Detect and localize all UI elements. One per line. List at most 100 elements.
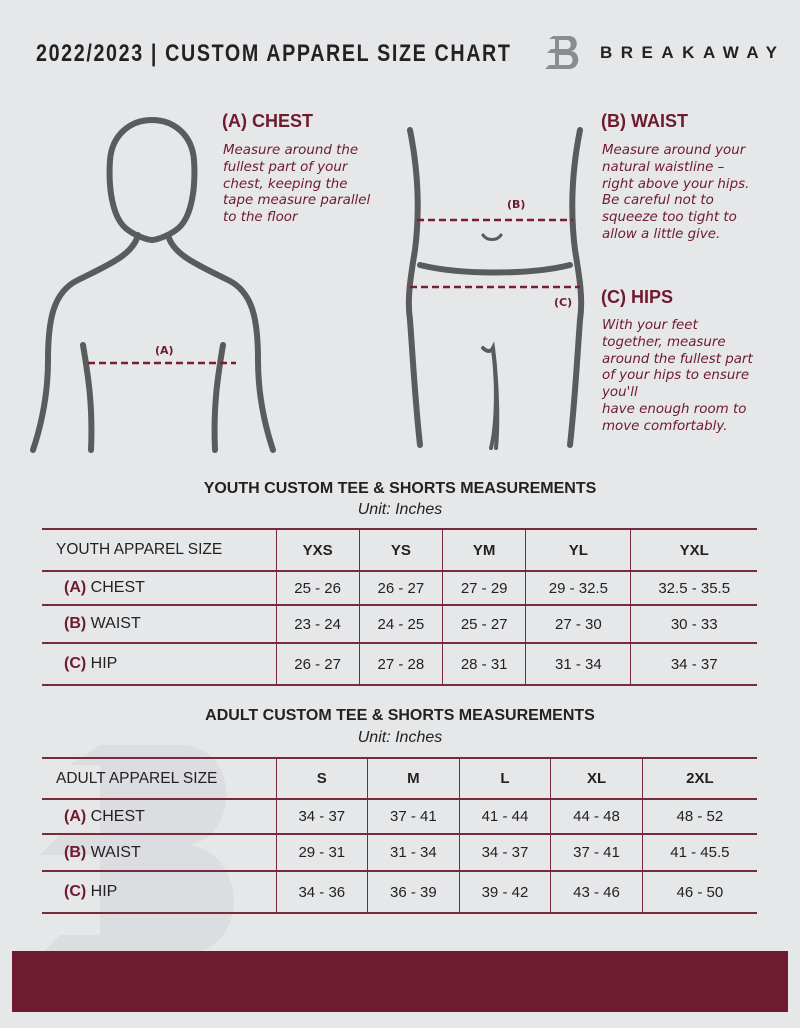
row-label: (C) HIP (42, 642, 276, 686)
table-header-row: ADULT APPAREL SIZE S M L XL 2XL (42, 757, 757, 800)
size-header: L (458, 757, 551, 800)
youth-section-title: YOUTH CUSTOM TEE & SHORTS MEASUREMENTS (203, 480, 597, 497)
cell: 34 - 37 (458, 833, 551, 872)
chest-description: Measure around the fullest part of your … (223, 143, 370, 227)
cell: 29 - 31 (275, 833, 368, 872)
cell: 44 - 48 (550, 798, 643, 835)
cell: 27 - 30 (525, 604, 631, 644)
cell: 41 - 44 (458, 798, 551, 835)
table-row: (C) HIP 34 - 36 36 - 39 39 - 42 43 - 46 46 -… (42, 870, 757, 914)
row-label: (A) CHEST (42, 798, 276, 835)
youth-unit: Unit: Inches (357, 501, 443, 518)
cell: 29 - 32.5 (525, 570, 631, 606)
cell: 39 - 42 (458, 870, 551, 914)
chest-line: fullest part of your (223, 159, 348, 175)
cell: 37 - 41 (367, 798, 460, 835)
cell: 43 - 46 (550, 870, 643, 914)
hips-line: together, measure (602, 334, 726, 350)
table-row: (C) HIP 26 - 27 27 - 28 28 - 31 31 - 34 34 -… (42, 642, 757, 686)
chest-line: to the floor (223, 210, 298, 226)
row-letter: (C) (64, 883, 87, 900)
waist-line: Measure around your (602, 143, 746, 158)
chest-marker: (A) (155, 344, 174, 357)
row-letter: (A) (64, 807, 87, 825)
hips-heading: (C) HIPS (601, 287, 673, 307)
row-label: (B) WAIST (42, 604, 276, 644)
row-name: WAIST (90, 843, 141, 861)
hips-line: With your feet (602, 318, 698, 333)
cell: 25 - 27 (442, 604, 526, 644)
cell: 26 - 27 (275, 642, 360, 686)
cell: 34 - 37 (630, 642, 757, 686)
row-label: (B) WAIST (42, 833, 276, 872)
cell: 36 - 39 (367, 870, 460, 914)
row-name: HIP (90, 883, 118, 900)
cell: 34 - 37 (275, 798, 368, 835)
waist-line: Be careful not to (602, 193, 714, 209)
footer-bar (12, 951, 788, 1012)
row-label: (C) HIP (42, 870, 276, 914)
upper-body-figure (30, 116, 276, 453)
cell: 26 - 27 (358, 570, 443, 606)
hips-marker: (C) (554, 296, 573, 309)
table-row: (B) WAIST 29 - 31 31 - 34 34 - 37 37 - 41 41… (42, 833, 757, 872)
cell: 30 - 33 (630, 604, 757, 644)
cell: 25 - 26 (275, 570, 360, 606)
waist-line: allow a little give. (602, 226, 721, 242)
hips-description: With your feet together, measure around … (602, 318, 753, 436)
waist-line: natural waistline – (602, 159, 725, 175)
row-label: ADULT APPAREL SIZE (42, 757, 276, 800)
table-header-row: YOUTH APPAREL SIZE YXS YS YM YL YXL (42, 528, 757, 572)
table-row: (A) CHEST 25 - 26 26 - 27 27 - 29 29 - 32.5… (42, 570, 757, 606)
youth-size-table: YOUTH APPAREL SIZE YXS YS YM YL YXL (A) … (42, 528, 757, 686)
lower-body-figure (405, 127, 585, 450)
size-header: YXL (630, 528, 757, 572)
size-header: YS (358, 528, 443, 572)
adult-size-table: ADULT APPAREL SIZE S M L XL 2XL (A) CHES… (42, 757, 757, 914)
chest-line: chest, keeping the (223, 176, 348, 192)
hips-line: around the fullest part (602, 351, 753, 367)
hips-line: of your hips to ensure (602, 368, 750, 384)
row-name: HIP (90, 655, 118, 672)
chest-heading: (A) CHEST (222, 111, 313, 131)
size-header: XL (550, 757, 643, 800)
row-name: WAIST (90, 615, 141, 632)
page-title: 2022/2023 | CUSTOM APPAREL SIZE CHART (36, 40, 512, 67)
cell: 23 - 24 (275, 604, 360, 644)
row-name: CHEST (90, 807, 145, 825)
adult-section-title: ADULT CUSTOM TEE & SHORTS MEASUREMENTS (205, 707, 595, 724)
waist-line: right above your hips. (602, 176, 750, 192)
cell: 24 - 25 (358, 604, 443, 644)
hips-line: you'll (602, 385, 638, 401)
waist-description: Measure around your natural waistline – … (602, 143, 749, 244)
table-row: (A) CHEST 34 - 37 37 - 41 41 - 44 44 - 48 48… (42, 798, 757, 835)
hips-line: move comfortably. (602, 418, 728, 434)
waist-line: squeeze too tight to (602, 210, 737, 226)
cell: 27 - 29 (442, 570, 526, 606)
cell: 46 - 50 (641, 870, 757, 914)
cell: 31 - 34 (525, 642, 631, 686)
size-header: YM (442, 528, 526, 572)
row-letter: (C) (64, 655, 87, 672)
cell: 48 - 52 (641, 798, 757, 835)
breakaway-logo-icon (545, 36, 579, 69)
chest-line: tape measure parallel (223, 193, 371, 209)
cell: 28 - 31 (442, 642, 526, 686)
row-letter: (A) (64, 579, 87, 596)
row-name: CHEST (90, 579, 145, 596)
cell: 32.5 - 35.5 (630, 570, 757, 606)
row-letter: (B) (64, 843, 87, 861)
size-header: M (367, 757, 460, 800)
row-label: (A) CHEST (42, 570, 276, 606)
waist-heading: (B) WAIST (601, 111, 688, 131)
row-label: YOUTH APPAREL SIZE (42, 528, 276, 572)
hips-line: have enough room to (602, 401, 747, 417)
adult-unit: Unit: Inches (357, 729, 443, 746)
size-header: YXS (275, 528, 360, 572)
row-letter: (B) (64, 615, 87, 632)
chest-line: Measure around the (223, 143, 359, 158)
cell: 34 - 36 (275, 870, 368, 914)
cell: 37 - 41 (550, 833, 643, 872)
size-header: YL (525, 528, 631, 572)
size-header: 2XL (641, 757, 757, 800)
